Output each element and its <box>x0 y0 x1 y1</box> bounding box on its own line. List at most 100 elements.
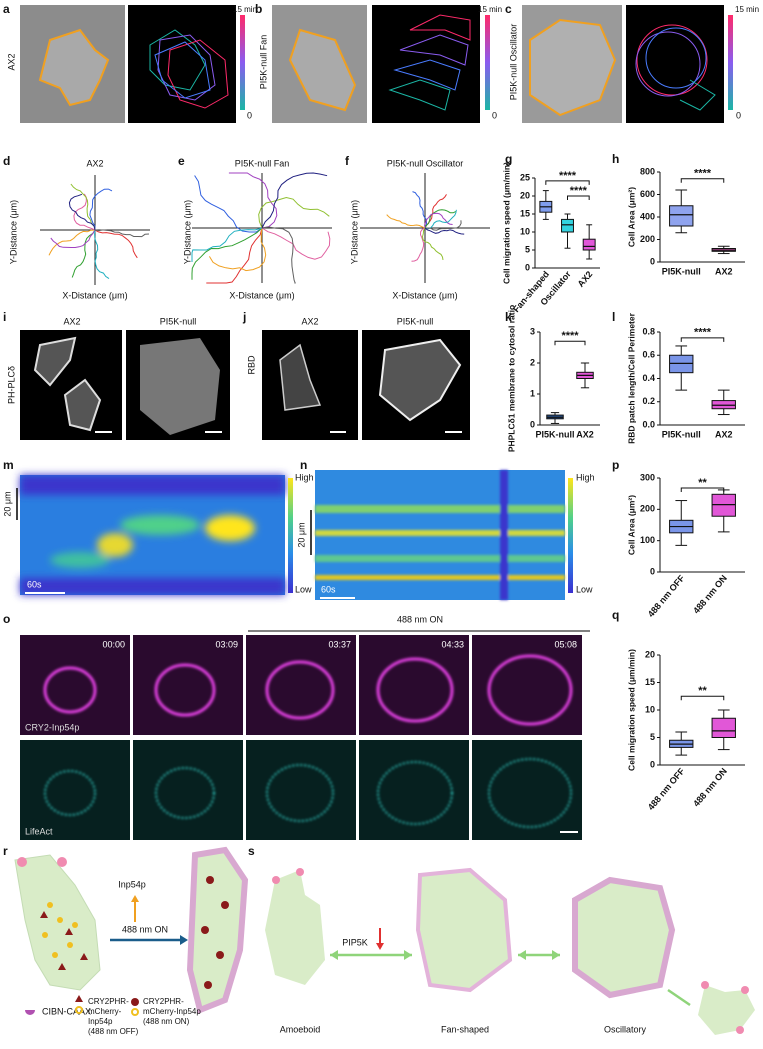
panel-letter: l <box>612 310 615 324</box>
colorbar-max: 15 min <box>478 5 502 14</box>
cell-oscillatory <box>572 876 676 999</box>
trajectory <box>424 227 465 235</box>
outline-tracks <box>388 14 471 111</box>
kymograph-signal <box>20 475 285 595</box>
scale-label: 20 μm <box>296 522 306 547</box>
significance-bracket <box>680 178 725 183</box>
image <box>133 740 243 840</box>
scale-label: 60s <box>27 579 42 589</box>
legend-label: (488 nm ON) <box>143 1017 190 1026</box>
y-tick-label: 300 <box>640 472 655 482</box>
row-label: LifeAct <box>25 826 53 836</box>
panel-letter: j <box>242 310 246 324</box>
panel-letter: r <box>3 844 8 858</box>
y-axis-label: Y-Distance (μm) <box>182 200 192 264</box>
cell <box>377 761 453 825</box>
molecules <box>201 876 229 989</box>
y-tick-label: 5 <box>650 732 655 742</box>
trajectory <box>70 183 96 231</box>
image <box>246 740 356 840</box>
row-label: PH-PLCδ <box>6 366 16 404</box>
panel-s: s PIP5K Amoeboid Fan-shaped Oscillatory <box>248 844 755 1035</box>
cell <box>279 343 322 411</box>
x-tick-label: 488 nm OFF <box>646 573 687 619</box>
legend-label: (488 nm OFF) <box>88 1027 139 1036</box>
trajectory <box>411 227 426 262</box>
y-tick-label: 10 <box>645 704 655 714</box>
state-label: Fan-shaped <box>441 1024 489 1034</box>
y-tick-label: 20 <box>520 190 530 200</box>
colorbar <box>240 15 245 110</box>
box <box>669 205 694 227</box>
colorbar-min: 0 <box>247 110 252 120</box>
colorbar-low: Low <box>576 584 593 594</box>
image <box>20 740 130 840</box>
y-tick-label: 0.8 <box>642 326 655 336</box>
significance-label: ** <box>698 685 707 697</box>
x-tick-label: AX2 <box>576 429 594 439</box>
y-axis-label: Cell Area (μm²) <box>626 187 636 247</box>
track-image <box>626 5 724 123</box>
panel-letter: m <box>3 458 14 472</box>
cell <box>154 663 216 717</box>
cell <box>487 654 573 726</box>
trajectory <box>94 229 110 280</box>
cell <box>33 336 102 432</box>
trajectory <box>421 227 444 260</box>
cell <box>140 338 220 435</box>
trajectory <box>261 226 296 284</box>
panel-letter: q <box>612 608 619 622</box>
legend-label: CIBN-CAAX <box>42 1006 91 1016</box>
legend-label: mCherry-Inp54p <box>143 1007 201 1016</box>
cell <box>265 660 335 720</box>
box-plot: p Cell Area (μm²) 0 100 200 300 488 nm OFF 488 … <box>612 458 745 619</box>
y-tick-label: 2 <box>530 357 535 367</box>
row-label: RBD <box>246 355 256 375</box>
panel-letter: b <box>255 2 262 16</box>
cell-schematic <box>186 846 249 1015</box>
colorbar <box>288 478 293 593</box>
y-tick-label: 200 <box>640 504 655 514</box>
timestamp: 05:08 <box>554 639 577 649</box>
outline-tracks <box>635 24 716 111</box>
significance-bracket <box>680 337 725 342</box>
trajectory <box>425 220 462 231</box>
panel-letter: f <box>345 154 350 168</box>
panel-letter: o <box>3 612 10 626</box>
column-label: PI5K-null <box>397 316 434 326</box>
image <box>472 740 582 840</box>
track-image <box>128 5 236 123</box>
panel-letter: c <box>505 2 512 16</box>
molecules <box>40 902 88 970</box>
colorbar <box>728 15 733 110</box>
colorbar-max: 15 min <box>735 5 759 14</box>
plot-title: PI5K-null Fan <box>235 158 290 168</box>
significance-label: **** <box>570 185 588 197</box>
y-tick-label: 600 <box>640 189 655 199</box>
y-axis-label: PHPLCδ1 membrane to cytosol ratio <box>506 305 516 452</box>
row-label: AX2 <box>6 53 16 70</box>
kymograph-signal <box>315 470 565 600</box>
x-axis-label: X-Distance (μm) <box>62 290 127 300</box>
trajectory <box>191 227 263 262</box>
panel-m: m 20 μm 60s <box>2 458 293 595</box>
y-tick-label: 3 <box>530 326 535 336</box>
column-label: AX2 <box>301 316 318 326</box>
colorbar-max: 15 min <box>233 5 257 14</box>
trajectory <box>191 227 263 280</box>
scale-label: 20 μm <box>2 491 12 516</box>
colorbar-min: 0 <box>492 110 497 120</box>
trajectory <box>71 229 96 278</box>
y-tick-label: 0 <box>530 419 535 429</box>
significance-label: **** <box>561 330 579 342</box>
x-tick-label: PI5K-null <box>662 266 701 276</box>
trajectory <box>94 229 150 238</box>
regulator-label: PIP5K <box>342 937 368 947</box>
significance-bracket <box>680 487 725 493</box>
significance-bracket <box>680 695 725 701</box>
x-tick-label: 488 nm OFF <box>646 766 687 812</box>
significance-bracket <box>567 195 590 200</box>
cell-outline <box>288 28 357 112</box>
panel-letter: p <box>612 458 619 472</box>
